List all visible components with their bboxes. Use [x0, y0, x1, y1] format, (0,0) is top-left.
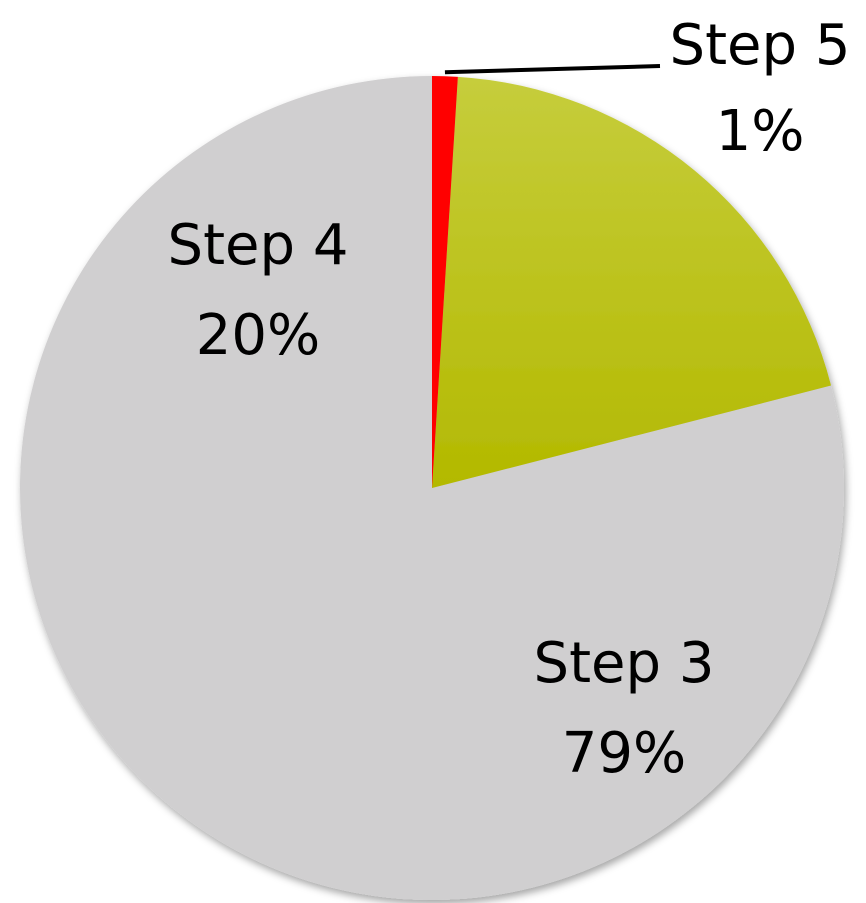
- pie-group: [19, 76, 844, 901]
- slice-label-step-5: Step 5: [670, 13, 851, 78]
- slice-value-step-4: 20%: [196, 303, 320, 368]
- slice-label-step-3: Step 3: [534, 631, 715, 696]
- pie-slice-step-3: [19, 76, 844, 901]
- pie-slice-step-4: [432, 76, 832, 488]
- pie-slice-step-5: [432, 76, 458, 488]
- slice-value-step-3: 79%: [562, 721, 686, 786]
- slice-value-step-5: 1%: [716, 99, 805, 164]
- slice-label-step-4: Step 4: [168, 213, 349, 278]
- step-5-leader-line: [444, 64, 661, 75]
